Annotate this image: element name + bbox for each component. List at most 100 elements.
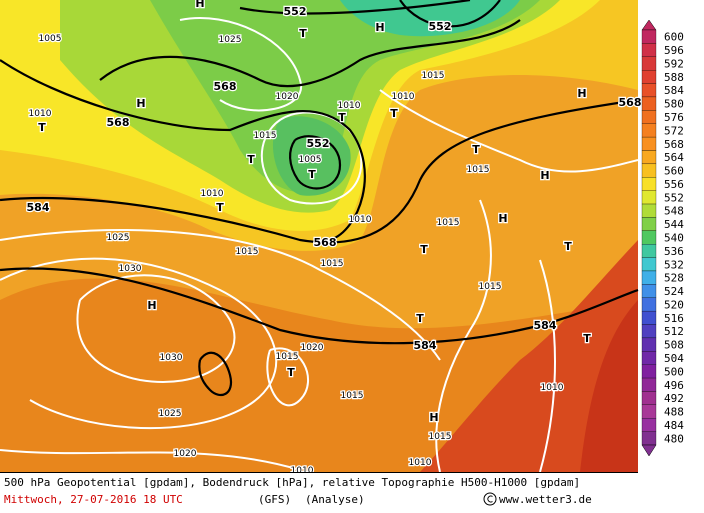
- map-label: 1030: [119, 264, 142, 274]
- map-label: H: [136, 97, 145, 110]
- map-label: 1010: [541, 383, 564, 393]
- map-label: T: [299, 27, 307, 40]
- map-label: 1030: [160, 353, 183, 363]
- legend-label: 532: [664, 258, 684, 271]
- legend-arrow: [641, 19, 657, 31]
- map-label: 1010: [29, 109, 52, 119]
- legend-label: 520: [664, 298, 684, 311]
- color-legend: 6005965925885845805765725685645605565525…: [641, 19, 684, 457]
- map-label: T: [216, 201, 224, 214]
- map-label: T: [564, 240, 572, 253]
- legend-label: 544: [664, 218, 684, 231]
- isobar: [539, 259, 556, 473]
- isobar: [435, 199, 492, 473]
- map-label: 1015: [422, 71, 445, 81]
- legend-label: 512: [664, 325, 684, 338]
- isobar: [0, 257, 278, 430]
- legend-swatch: [641, 56, 657, 71]
- legend-swatch: [641, 203, 657, 218]
- legend-swatch: [641, 190, 657, 205]
- legend-swatch: [641, 230, 657, 245]
- legend-swatch: [641, 244, 657, 258]
- map-label: 1015: [236, 247, 259, 257]
- legend-label: 496: [664, 379, 684, 392]
- map-label: 1005: [39, 34, 62, 44]
- isobar: [0, 229, 441, 361]
- map-label: 1025: [107, 233, 130, 243]
- map-label: T: [472, 143, 480, 156]
- legend-swatch: [641, 83, 657, 98]
- credit: www.wetter3.de: [499, 493, 592, 506]
- legend-swatch: [641, 43, 657, 57]
- geopotential-lines: [0, 0, 639, 397]
- map-label: H: [498, 212, 507, 225]
- legend-swatch: [641, 136, 657, 151]
- geopotential-line: [0, 267, 639, 345]
- map-label: 1015: [429, 432, 452, 442]
- legend-label: 508: [664, 339, 684, 352]
- legend-label: 588: [664, 71, 684, 84]
- geopotential-line: [99, 19, 521, 88]
- model: (GFS): [258, 493, 291, 506]
- legend-label: 600: [664, 31, 684, 44]
- map: 552 552 552 568 568 568 568 584 584 584 1005 1025 10…: [0, 0, 643, 477]
- map-label: 1010: [201, 189, 224, 199]
- legend-label: 548: [664, 205, 684, 218]
- map-label: H: [195, 0, 204, 10]
- map-label: 1010: [409, 458, 432, 468]
- legend-label: 556: [664, 178, 684, 191]
- zone: [150, 0, 540, 193]
- map-label: 1010: [349, 215, 372, 225]
- geopotential-line: [0, 98, 639, 244]
- map-label: T: [416, 312, 424, 325]
- legend-label: 576: [664, 111, 684, 124]
- legend-swatch: [641, 310, 657, 325]
- legend-swatch: [641, 297, 657, 312]
- mode: (Analyse): [305, 493, 365, 506]
- legend-swatch: [641, 70, 657, 84]
- legend-swatch: [641, 418, 657, 432]
- map-label: 1015: [341, 391, 364, 401]
- legend-swatch: [641, 96, 657, 111]
- map-label: 568: [107, 116, 130, 129]
- isobar: [266, 347, 310, 407]
- zone: [580, 300, 638, 472]
- date: Mittwoch, 27-07-2016 18 UTC: [4, 493, 183, 506]
- isobar: [179, 17, 303, 112]
- map-label: 1015: [276, 352, 299, 362]
- map-label: T: [247, 153, 255, 166]
- legend-label: 480: [664, 432, 684, 445]
- isobars: [0, 17, 639, 473]
- legend-swatch: [641, 123, 657, 138]
- legend-swatch: [641, 391, 657, 405]
- legend-label: 536: [664, 245, 684, 258]
- geopotential-line: [198, 351, 233, 397]
- legend-label: 516: [664, 312, 684, 325]
- map-label: 552: [429, 20, 452, 33]
- legend-swatch: [641, 364, 657, 379]
- legend-swatch: [641, 337, 657, 352]
- legend-swatch: [641, 270, 657, 285]
- map-label: 1010: [392, 92, 415, 102]
- zone: [272, 116, 351, 196]
- map-label: H: [429, 411, 438, 424]
- map-label: 1020: [174, 449, 197, 459]
- legend-label: 592: [664, 57, 684, 70]
- legend-label: 584: [664, 84, 684, 97]
- map-label: 568: [314, 236, 337, 249]
- map-label: 1010: [291, 466, 314, 476]
- legend-swatch: [641, 110, 657, 124]
- map-label: 1020: [276, 92, 299, 102]
- legend-swatch: [641, 217, 657, 231]
- legend-label: 484: [664, 419, 684, 432]
- legend-label: 568: [664, 138, 684, 151]
- map-label: 584: [414, 339, 437, 352]
- map-label: H: [375, 21, 384, 34]
- legend-label: 540: [664, 232, 684, 245]
- geopotential-line: [399, 0, 501, 28]
- map-labels: 552 552 552 568 568 568 568 584 584 584 1005 1025 10…: [25, 0, 642, 477]
- map-label: H: [147, 299, 156, 312]
- map-label: 552: [284, 5, 307, 18]
- legend-swatch: [641, 150, 657, 165]
